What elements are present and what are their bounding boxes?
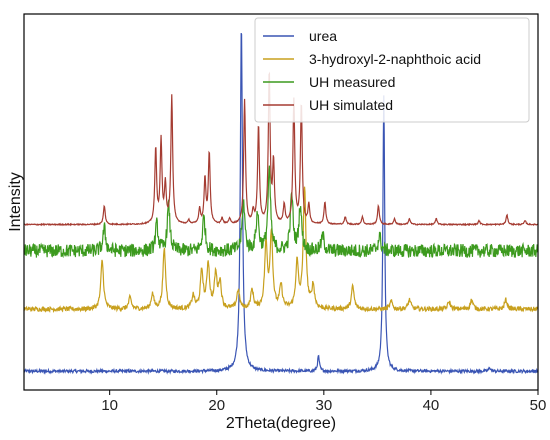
legend-label: 3-hydroxyl-2-naphthoic acid bbox=[309, 51, 481, 67]
legend-label: UH measured bbox=[309, 74, 395, 90]
x-tick-label: 50 bbox=[530, 397, 547, 414]
series-line-uh-simulated bbox=[23, 71, 539, 227]
x-tick-label: 10 bbox=[101, 397, 118, 414]
x-tick-label: 20 bbox=[208, 397, 225, 414]
y-axis-label: Intensity bbox=[7, 172, 24, 232]
x-axis-label: 2Theta(degree) bbox=[226, 415, 336, 432]
legend-box bbox=[254, 17, 530, 123]
series-line-uh-measured bbox=[23, 165, 539, 259]
plot-lines bbox=[23, 32, 539, 375]
plot-frame bbox=[23, 13, 539, 391]
legend: urea 3-hydroxyl-2-naphthoic acid UH measur… bbox=[254, 17, 530, 123]
series-line-urea bbox=[23, 32, 539, 375]
legend-label: UH simulated bbox=[309, 97, 393, 113]
x-tick-label: 40 bbox=[423, 397, 440, 414]
series-line-3-hydroxyl-2-naphthoic-acid bbox=[23, 186, 539, 313]
legend-label: urea bbox=[309, 28, 337, 44]
x-tick-label: 30 bbox=[315, 397, 332, 414]
x-axis: 10 20 30 40 50 bbox=[101, 390, 546, 414]
